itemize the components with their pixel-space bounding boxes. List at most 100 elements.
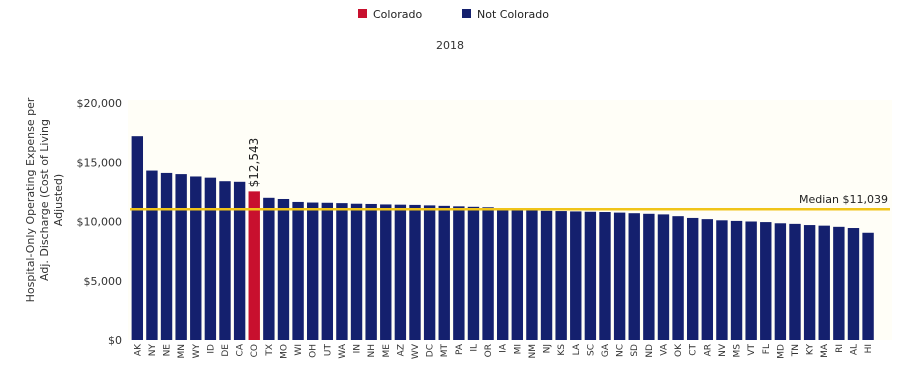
y-tick-label: $0 [108,334,122,347]
bar-az [394,204,407,340]
x-tick-label-nc: NC [616,344,626,357]
bar-il [467,206,480,340]
bar-nm [526,210,538,340]
legend-swatch-colorado [358,9,367,18]
x-tick-label-md: MD [776,344,786,359]
bar-vt [745,221,757,340]
x-tick-label-ga: GA [601,343,611,357]
bar-co [248,191,260,340]
x-tick-label-ri: RI [835,344,845,353]
x-tick-label-al: AL [849,344,859,355]
bar-ky [803,225,816,340]
chart-subtitle: 2018 [436,39,464,52]
x-tick-label-mo: MO [279,344,289,359]
x-tick-label-ar: AR [703,344,713,356]
x-tick-label-wy: WY [192,344,202,359]
bar-wa [336,203,348,340]
x-tick-label-ct: CT [689,344,699,356]
bar-mn [175,174,187,340]
x-tick-label-wv: WV [411,343,421,359]
x-tick-label-ca: CA [236,343,246,356]
y-axis-ticks: $0 $5,000 $10,000 $15,000 $20,000 [77,97,123,347]
x-tick-label-nd: ND [645,344,655,358]
bar-dc [423,205,436,340]
bar-ga [599,212,611,340]
x-tick-label-nh: NH [367,344,377,358]
x-tick-label-tx: TX [265,344,275,357]
bar-sd [628,213,640,340]
bar-nc [613,212,626,340]
bar-ia [496,209,509,340]
x-tick-label-me: ME [382,344,392,358]
x-tick-label-sd: SD [630,344,640,357]
x-tick-label-la: LA [572,343,582,355]
bar-al [847,228,860,340]
bar-de [219,181,231,340]
bar-nd [643,213,655,340]
bar-hi [862,232,874,340]
legend-swatch-not-colorado [462,9,471,18]
bar-id [204,177,217,340]
x-tick-label-ma: MA [820,343,830,358]
bar-fl [760,222,772,340]
bar-md [774,223,787,340]
bar-mt [438,205,450,340]
x-tick-label-wi: WI [294,344,304,356]
x-tick-label-ne: NE [163,344,173,357]
median-label: Median $11,039 [799,193,888,206]
bar-la [570,211,582,340]
x-tick-label-mi: MI [513,344,523,354]
bar-oh [306,202,319,340]
x-tick-label-oh: OH [309,344,319,358]
bar-mi [511,209,524,340]
x-tick-label-ok: OK [674,343,684,357]
legend: Colorado Not Colorado [358,8,549,21]
y-axis-label: Hospital-Only Operating Expense perAdj. … [24,97,65,302]
bar-ks [555,211,567,340]
x-tick-label-nv: NV [718,343,728,357]
y-tick-label: $10,000 [77,216,123,229]
x-tick-label-in: IN [353,344,363,353]
bar-wi [292,201,304,340]
x-tick-label-nj: NJ [543,344,553,353]
x-tick-label-id: ID [206,344,216,354]
x-tick-label-az: AZ [396,344,406,356]
x-tick-label-wa: WA [338,343,348,358]
legend-label-not-colorado: Not Colorado [477,8,549,21]
bar-or [482,207,494,340]
bar-sc [584,211,597,340]
x-tick-label-va: VA [659,343,669,356]
x-tick-label-mn: MN [177,344,187,359]
x-tick-label-il: IL [469,344,479,352]
x-tick-label-mt: MT [440,344,450,358]
x-tick-label-ny: NY [148,344,158,357]
x-tick-label-ut: UT [323,344,333,357]
bar-tx [263,197,275,340]
bar-ca [233,181,246,340]
bar-ak [131,136,144,340]
x-tick-label-fl: FL [762,344,772,354]
y-tick-label: $5,000 [84,275,123,288]
x-tick-label-sc: SC [586,344,596,356]
bar-mo [277,198,290,340]
bars [131,136,874,340]
bar-ct [686,217,699,340]
data-label-co: $12,543 [247,138,261,188]
bar-ok [672,216,684,340]
bar-wy [190,176,202,340]
x-tick-label-ky: KY [806,344,816,356]
bar-ri [833,226,845,340]
x-tick-label-ia: IA [499,343,509,353]
legend-label-colorado: Colorado [373,8,422,21]
bar-me [380,204,392,340]
bar-va [657,214,670,340]
x-axis-labels: AK NY NE MN WY ID DE CA CO TX MO WI OH UT WA IN NH ME AZ WV… [133,343,874,359]
bar-ne [160,172,173,340]
x-tick-label-hi: HI [864,344,874,353]
x-tick-label-tn: TN [791,344,801,357]
bar-pa [453,206,465,340]
y-tick-label: $15,000 [77,156,123,169]
x-tick-label-dc: DC [426,344,436,357]
bar-wv [409,204,421,340]
